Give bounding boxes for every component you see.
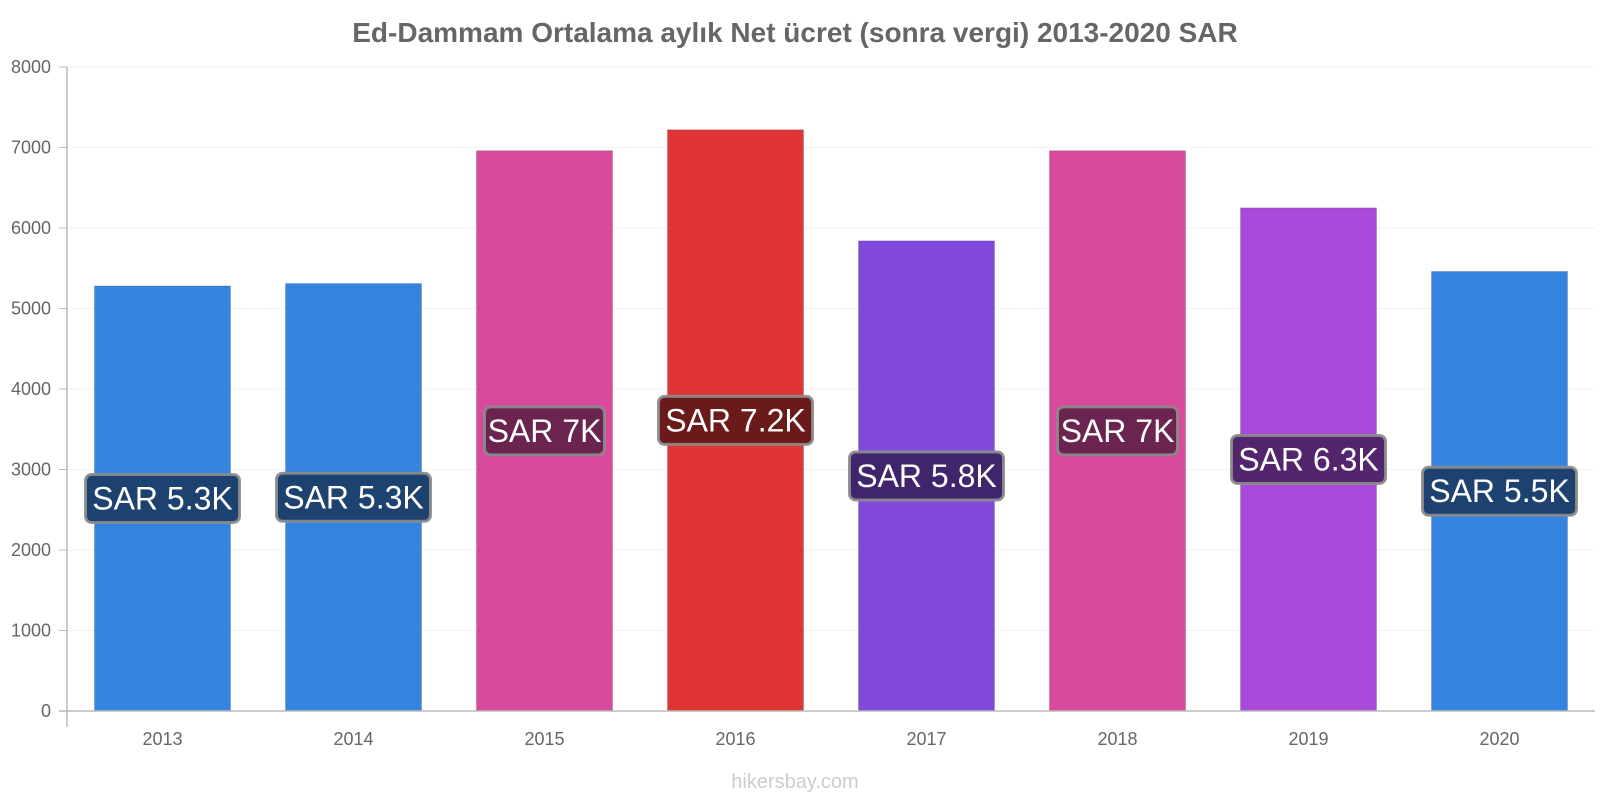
y-tick-label: 5000 bbox=[11, 299, 51, 319]
x-tick-label: 2015 bbox=[524, 729, 564, 749]
data-label-box bbox=[1056, 405, 1179, 457]
data-label-box bbox=[84, 472, 241, 524]
y-tick-label: 6000 bbox=[11, 218, 51, 238]
y-tick-label: 4000 bbox=[11, 379, 51, 399]
data-label-2019: SAR 6.3K bbox=[1230, 433, 1387, 485]
y-tick-label: 3000 bbox=[11, 460, 51, 480]
data-label-2016: SAR 7.2K bbox=[657, 394, 814, 446]
data-label-text: SAR 5.3K bbox=[283, 479, 424, 515]
data-labels: SAR 5.3K SAR 5.3K SAR 7K SAR 7.2K SAR 5.8K SA… bbox=[84, 394, 1578, 524]
data-label-text: SAR 7K bbox=[1061, 413, 1175, 449]
x-tick-label: 2020 bbox=[1479, 729, 1519, 749]
data-label-box bbox=[1421, 465, 1578, 517]
data-label-2013: SAR 5.3K bbox=[84, 472, 241, 524]
x-axis: 2013 2014 2015 2016 2017 2018 2019 2020 bbox=[59, 710, 1595, 749]
data-label-2017: SAR 5.8K bbox=[848, 450, 1005, 502]
y-tick-label: 7000 bbox=[11, 138, 51, 158]
chart-title: Ed-Dammam Ortalama aylık Net ücret (sonr… bbox=[352, 17, 1238, 48]
x-tick-label: 2019 bbox=[1288, 729, 1328, 749]
y-tick-label: 8000 bbox=[11, 57, 51, 77]
data-label-box bbox=[848, 450, 1005, 502]
y-tick-label: 2000 bbox=[11, 540, 51, 560]
data-label-2020: SAR 5.5K bbox=[1421, 465, 1578, 517]
x-tick-label: 2018 bbox=[1097, 729, 1137, 749]
data-label-box bbox=[1230, 433, 1387, 485]
data-label-2014: SAR 5.3K bbox=[275, 471, 432, 523]
data-label-2015: SAR 7K bbox=[483, 405, 606, 457]
bars-group bbox=[94, 129, 1568, 712]
x-tick-label: 2016 bbox=[715, 729, 755, 749]
data-label-box bbox=[483, 405, 606, 457]
data-label-text: SAR 6.3K bbox=[1238, 441, 1379, 477]
x-tick-label: 2017 bbox=[906, 729, 946, 749]
x-tick-label: 2014 bbox=[333, 729, 373, 749]
data-label-text: SAR 5.8K bbox=[856, 458, 997, 494]
y-axis: 0 1000 2000 3000 4000 5000 6000 7000 8000 bbox=[11, 57, 68, 727]
data-label-box bbox=[657, 394, 814, 446]
watermark: hikersbay.com bbox=[731, 771, 858, 793]
x-tick-label: 2013 bbox=[142, 729, 182, 749]
data-label-text: SAR 7.2K bbox=[665, 402, 806, 438]
data-label-text: SAR 7K bbox=[488, 413, 602, 449]
y-tick-label: 1000 bbox=[11, 621, 51, 641]
y-tick-label: 0 bbox=[41, 701, 51, 721]
data-label-box bbox=[275, 471, 432, 523]
data-label-text: SAR 5.3K bbox=[92, 480, 233, 516]
data-label-text: SAR 5.5K bbox=[1429, 473, 1570, 509]
data-label-2018: SAR 7K bbox=[1056, 405, 1179, 457]
